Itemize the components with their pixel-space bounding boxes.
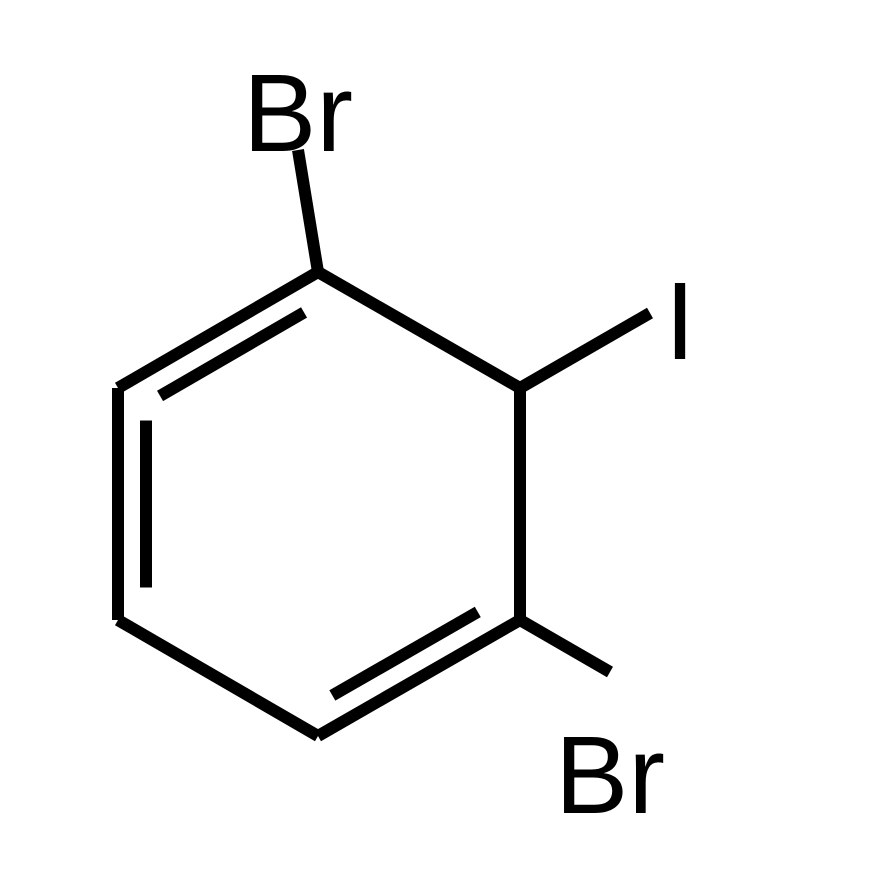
atom-label-br: Br [243,52,353,175]
atom-label-i: I [665,260,696,383]
atom-label-br: Br [555,714,665,837]
molecule-canvas: Br I Br [0,0,890,890]
